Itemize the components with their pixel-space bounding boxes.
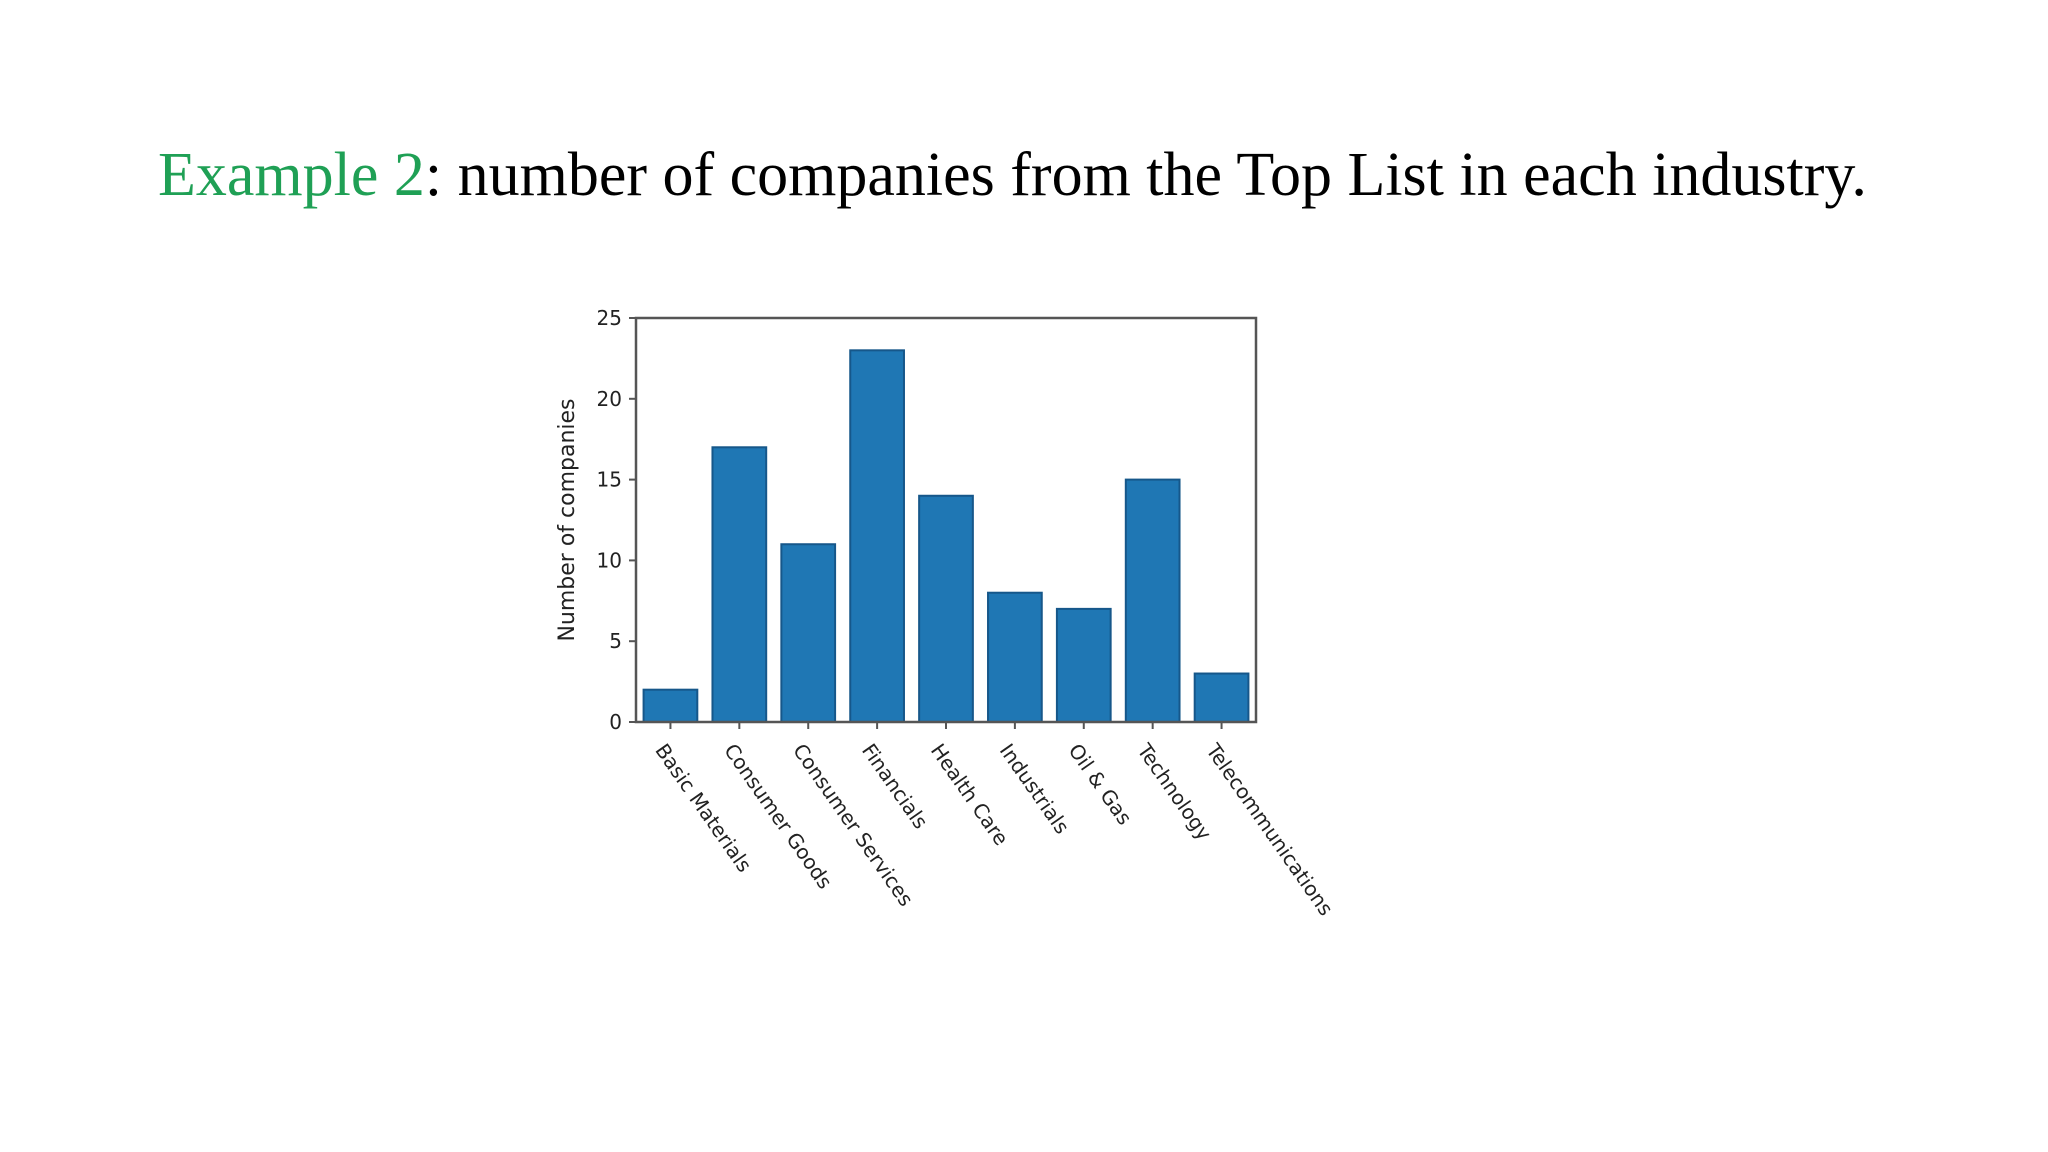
x-tick-label: Financials: [857, 739, 933, 833]
y-tick-label: 0: [609, 710, 622, 734]
bar-1: [711, 446, 768, 723]
bar-7: [1124, 478, 1181, 723]
y-tick-label: 10: [597, 548, 622, 572]
bar-4: [918, 494, 974, 724]
y-axis-ticks: 0 5 10 15 20 25: [597, 306, 636, 734]
x-tick-label: Consumer Services: [788, 739, 918, 911]
x-tick-label: Telecommunications: [1201, 738, 1338, 920]
heading-example-label: Example 2: [158, 141, 425, 209]
x-tick-label: Industrials: [995, 739, 1074, 838]
y-tick-label: 5: [609, 629, 622, 653]
slide-heading: Example 2: number of companies from the …: [158, 138, 1867, 212]
x-tick-label: Oil & Gas: [1064, 739, 1137, 829]
heading-text: : number of companies from the Top List …: [424, 141, 1867, 209]
bar-3: [849, 349, 905, 723]
bar-2: [780, 543, 837, 723]
bar-8: [1193, 672, 1250, 724]
y-tick-label: 25: [597, 306, 622, 330]
bar-5: [987, 591, 1043, 723]
y-tick-label: 15: [597, 468, 622, 492]
bar-6: [1055, 607, 1112, 724]
y-tick-label: 20: [597, 387, 622, 411]
bar-0: [642, 688, 699, 723]
y-axis-label: Number of companies: [555, 398, 580, 641]
bars-group: [642, 349, 1250, 724]
